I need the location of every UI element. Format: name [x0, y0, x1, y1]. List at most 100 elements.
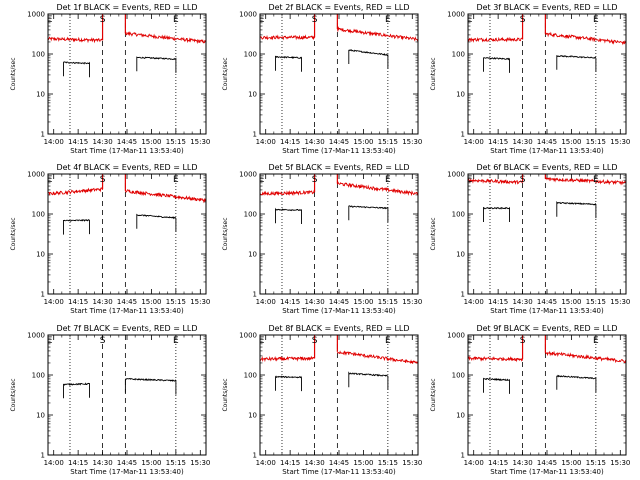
lld-series-line	[467, 355, 524, 363]
x-tick-label: 14:15	[488, 459, 508, 467]
x-tick-label: 14:00	[464, 138, 484, 146]
y-axis-label: Counts/sec	[430, 57, 437, 90]
y-tick-label: 100	[452, 372, 465, 380]
y-axis-label: Counts/sec	[10, 378, 17, 411]
events-series-line	[63, 218, 90, 235]
panel-title: Det 1f BLACK = Events, RED = LLD	[56, 3, 197, 12]
marker-letter-e: E	[173, 175, 179, 185]
x-tick-label: 14:45	[117, 459, 137, 467]
panel-title: Det 6f BLACK = Events, RED = LLD	[476, 163, 617, 172]
marker-letter-s: S	[100, 175, 106, 185]
x-tick-label: 14:30	[512, 138, 532, 146]
x-tick-label: 14:30	[92, 138, 112, 146]
marker-letter-e: E	[173, 15, 179, 25]
marker-letter-e: E	[593, 15, 599, 25]
y-axis-label: Counts/sec	[430, 378, 437, 411]
y-axis-label: Counts/sec	[222, 57, 229, 90]
x-tick-label: 14:30	[512, 459, 532, 467]
x-tick-label: 14:00	[464, 298, 484, 306]
events-series-line	[556, 200, 597, 219]
x-tick-label: 14:00	[256, 459, 276, 467]
plot-frame	[259, 334, 419, 456]
plot-frame	[47, 334, 207, 456]
x-tick-label: 14:45	[329, 298, 349, 306]
marker-letter-s: S	[312, 336, 318, 346]
x-tick-label: 14:30	[512, 298, 532, 306]
y-tick-label: 1	[41, 131, 45, 139]
x-tick-label: 15:15	[586, 459, 606, 467]
marker-letter-s: S	[520, 175, 526, 185]
marker-letter-e: E	[47, 15, 53, 25]
x-tick-label: 14:15	[280, 138, 300, 146]
events-series-line	[483, 56, 510, 73]
panel-title: Det 2f BLACK = Events, RED = LLD	[268, 3, 409, 12]
y-axis-label: Counts/sec	[222, 378, 229, 411]
marker-letter-e: E	[593, 175, 599, 185]
events-series-line	[556, 374, 597, 393]
x-tick-label: 14:15	[68, 298, 88, 306]
x-tick-label: 14:30	[304, 298, 324, 306]
x-tick-label: 15:15	[586, 138, 606, 146]
events-series-line	[275, 55, 302, 72]
lld-series-line	[544, 31, 627, 46]
chart-panel-5: Det 5f BLACK = Events, RED = LLD Counts/s…	[222, 163, 422, 315]
events-series-line	[556, 54, 597, 72]
lld-series-line	[544, 350, 627, 364]
y-tick-label: 100	[32, 51, 45, 59]
x-axis-label: Start Time (17-Mar-11 13:53:40)	[282, 468, 396, 476]
events-series-line	[63, 382, 90, 399]
marker-letter-e: E	[47, 336, 53, 346]
x-tick-label: 15:15	[378, 459, 398, 467]
marker-letter-e: E	[593, 336, 599, 346]
lld-series-line	[124, 31, 207, 45]
lld-series-line	[124, 189, 207, 204]
y-tick-label: 1000	[239, 332, 257, 340]
marker-letter-e: E	[259, 175, 265, 185]
marker-letter-s: S	[312, 15, 318, 25]
x-tick-label: 14:00	[464, 459, 484, 467]
y-axis-label: Counts/sec	[10, 57, 17, 90]
x-tick-label: 15:30	[402, 138, 422, 146]
marker-letter-s: S	[100, 336, 106, 346]
x-axis-label: Start Time (17-Mar-11 13:53:40)	[70, 307, 184, 315]
y-tick-label: 1	[253, 131, 257, 139]
marker-letter-e: E	[47, 175, 53, 185]
y-tick-label: 100	[32, 211, 45, 219]
y-axis-label: Counts/sec	[222, 217, 229, 250]
x-tick-label: 15:30	[610, 459, 630, 467]
y-tick-label: 100	[244, 211, 257, 219]
x-tick-label: 14:00	[256, 138, 276, 146]
x-axis-label: Start Time (17-Mar-11 13:53:40)	[282, 307, 396, 315]
plot-frame	[259, 13, 419, 135]
y-tick-label: 1	[461, 131, 465, 139]
chart-panel-6: Det 6f BLACK = Events, RED = LLD Counts/s…	[430, 163, 630, 315]
y-tick-label: 1000	[239, 171, 257, 179]
x-tick-label: 14:15	[280, 459, 300, 467]
chart-panel-9: Det 9f BLACK = Events, RED = LLD Counts/s…	[430, 324, 630, 476]
y-tick-label: 100	[32, 372, 45, 380]
x-tick-label: 15:00	[561, 459, 581, 467]
events-series-line	[124, 377, 177, 395]
x-axis-label: Start Time (17-Mar-11 13:53:40)	[490, 307, 604, 315]
x-tick-label: 15:00	[353, 459, 373, 467]
events-series-line	[348, 49, 389, 69]
panel-title: Det 4f BLACK = Events, RED = LLD	[56, 163, 197, 172]
x-tick-label: 15:15	[166, 298, 186, 306]
x-tick-label: 15:15	[586, 298, 606, 306]
marker-letter-e: E	[173, 336, 179, 346]
y-tick-label: 1000	[27, 332, 45, 340]
marker-letter-s: S	[100, 15, 106, 25]
x-tick-label: 15:15	[166, 459, 186, 467]
events-series-line	[275, 375, 302, 392]
events-series-line	[136, 213, 177, 232]
x-tick-label: 15:00	[141, 459, 161, 467]
y-tick-label: 100	[244, 372, 257, 380]
x-axis-label: Start Time (17-Mar-11 13:53:40)	[490, 468, 604, 476]
marker-letter-s: S	[520, 15, 526, 25]
plot-frame	[467, 173, 627, 295]
y-tick-label: 1	[253, 291, 257, 299]
lld-series-line	[336, 180, 419, 197]
x-tick-label: 14:45	[537, 459, 557, 467]
marker-letter-e: E	[385, 175, 391, 185]
